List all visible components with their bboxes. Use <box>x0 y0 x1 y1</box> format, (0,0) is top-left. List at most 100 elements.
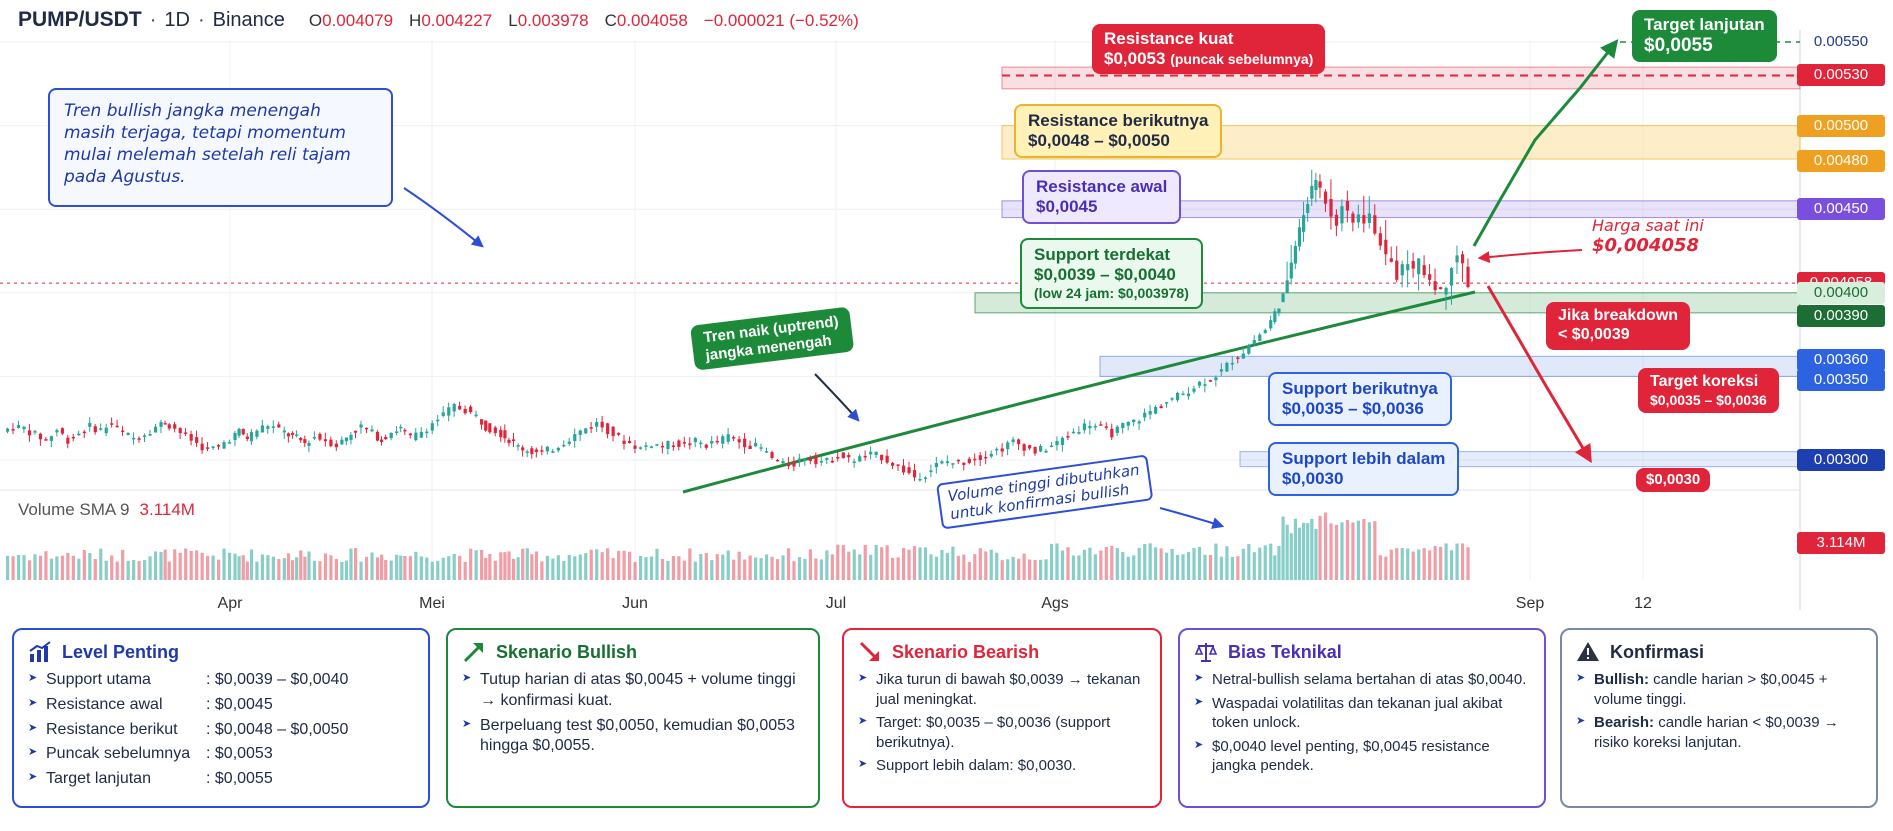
price-label: 0.00350 <box>1797 369 1885 392</box>
target-lanjutan-callout: Target lanjutan $0,0055 <box>1632 10 1777 63</box>
bias-item: Netral-bullish selama bertahan di atas $… <box>1194 670 1530 690</box>
interval-label[interactable]: 1D <box>164 9 190 31</box>
candle-body <box>967 458 971 463</box>
candle-body <box>1247 345 1251 354</box>
candle-body <box>819 461 823 463</box>
candle-body <box>1417 258 1421 275</box>
volume-bar <box>611 558 615 580</box>
price-label: 0.00480 <box>1797 150 1885 173</box>
volume-bar <box>852 549 856 580</box>
volume-bar <box>1143 544 1147 580</box>
volume-bar <box>578 554 582 580</box>
candle-body <box>499 429 503 438</box>
candle-body <box>770 452 774 458</box>
volume-bar <box>1028 559 1032 580</box>
volume-bar <box>929 554 933 580</box>
volume-bar <box>1110 545 1114 580</box>
callout-title: Target lanjutan <box>1644 15 1765 34</box>
candle-body <box>1373 215 1377 234</box>
candle-body <box>290 432 295 435</box>
candle-body <box>808 457 813 461</box>
trend-note: Tren bullish jangka menengah masih terja… <box>48 88 393 207</box>
candle-body <box>962 462 966 465</box>
volume-bar <box>307 551 311 580</box>
annotation-arrows <box>403 39 1619 529</box>
volume-bar <box>693 561 697 580</box>
callout-value: $0,0035 – $0,0036 <box>1650 391 1767 408</box>
volume-bar <box>1225 546 1229 580</box>
volume-bar <box>132 559 136 580</box>
level-row: Target lanjutan: $0,0055 <box>28 769 414 790</box>
volume-bar <box>1444 543 1448 580</box>
exchange-label: Binance <box>212 9 285 31</box>
volume-bar <box>1277 545 1281 580</box>
volume-bar <box>934 556 939 580</box>
candle-body <box>666 441 670 449</box>
volume-bar <box>143 560 147 580</box>
panel-title: Bias Teknikal <box>1228 641 1342 662</box>
volume-bar <box>715 554 719 580</box>
candle-body <box>132 437 136 440</box>
volume-bar <box>759 558 763 580</box>
candle-body <box>1334 214 1339 226</box>
volume-bar <box>792 561 796 580</box>
candle-body <box>66 437 70 444</box>
volume-bar <box>797 557 802 580</box>
volume-bar <box>1460 543 1465 580</box>
candle-body <box>307 442 311 447</box>
volume-bar <box>1422 548 1426 580</box>
volume-bar <box>956 555 960 580</box>
volume-bar <box>403 555 407 580</box>
volume-bar <box>1281 516 1285 580</box>
volume-legend: Volume SMA 9 3.114M <box>18 500 195 520</box>
volume-bar <box>206 555 210 580</box>
candle-body <box>912 470 917 478</box>
symbol-title[interactable]: PUMP/USDT <box>18 8 142 31</box>
volume-bar <box>973 554 977 580</box>
volume-bar <box>395 554 399 580</box>
volume-bar <box>303 556 307 580</box>
volume-bar <box>606 548 610 580</box>
candle-body <box>1126 422 1130 426</box>
volume-bar <box>1038 559 1043 580</box>
candle-body <box>945 461 950 464</box>
candle-body <box>115 425 119 428</box>
volume-bar <box>1406 548 1410 580</box>
candle-body <box>458 405 462 410</box>
panel-header: Bias Teknikal <box>1194 640 1530 664</box>
level-row: Resistance berikut: $0,0048 – $0,0050 <box>28 720 414 741</box>
volume-bar <box>638 555 643 580</box>
candle-body <box>1395 260 1399 280</box>
volume-bar <box>1060 550 1065 580</box>
callout-title: Support terdekat <box>1034 245 1171 264</box>
volume-bar <box>359 561 363 580</box>
candle-body <box>395 431 399 433</box>
candle-body <box>754 442 758 447</box>
volume-bar <box>414 551 418 580</box>
candle-body <box>863 455 867 458</box>
candle-body <box>1411 261 1415 269</box>
arrow-up-right-icon <box>463 643 483 663</box>
volume-bar <box>384 559 388 580</box>
candle-body <box>344 437 349 442</box>
callout-title: Jika breakdown <box>1558 307 1679 324</box>
candle-body <box>627 440 632 443</box>
support-lebih-dalam-callout: Support lebih dalam $0,0030 <box>1268 442 1460 497</box>
panel-level-penting: Level Penting Support utama: $0,0039 – $… <box>12 628 430 808</box>
jika-breakdown-callout: Jika breakdown < $0,0039 <box>1546 302 1691 350</box>
volume-bar <box>1323 512 1328 580</box>
volume-bar <box>995 552 999 580</box>
volume-bar <box>452 553 456 580</box>
candlesticks <box>6 169 1470 483</box>
volume-bar <box>1466 547 1470 580</box>
volume-bar <box>525 548 529 580</box>
volume-bar <box>1367 522 1371 580</box>
time-label: Ags <box>1041 595 1069 612</box>
candle-body <box>1208 380 1213 382</box>
callout-value: < $0,0039 <box>1558 325 1630 343</box>
volume-bar <box>6 555 10 580</box>
volume-bar <box>918 547 922 580</box>
candle-body <box>349 434 353 440</box>
candle-body <box>1055 441 1059 446</box>
high-key: H <box>409 11 422 30</box>
